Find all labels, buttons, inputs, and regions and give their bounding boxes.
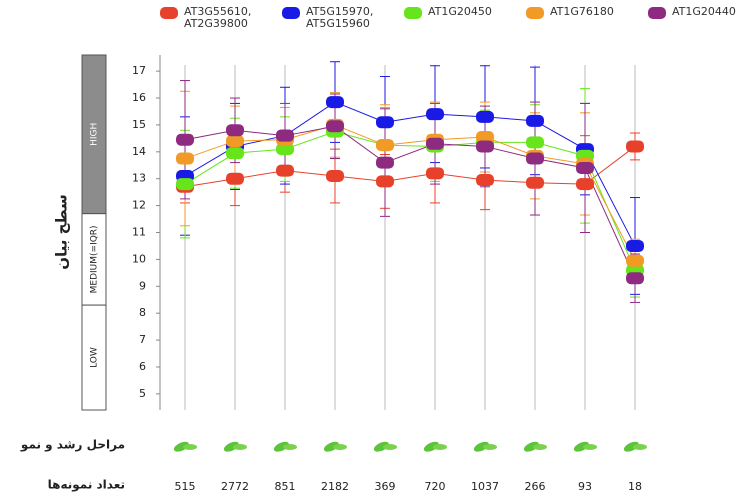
y-tick-label: 15 [132, 118, 146, 131]
point [476, 140, 494, 152]
legend-label: AT1G20440 [672, 6, 741, 18]
point [376, 139, 394, 151]
point [276, 130, 294, 142]
point [526, 153, 544, 165]
point [226, 124, 244, 136]
legend-item: AT1G20450 [404, 6, 518, 18]
point [276, 165, 294, 177]
point [626, 140, 644, 152]
y-tick-label: 10 [132, 252, 146, 265]
stage-icon [483, 444, 497, 450]
y-tick-label: 7 [139, 333, 146, 346]
y-tick-label: 8 [139, 306, 146, 319]
sample-count: 369 [375, 480, 396, 493]
series-line [185, 102, 635, 246]
point [426, 108, 444, 120]
point [226, 147, 244, 159]
stage-icon [633, 444, 647, 450]
stage-icon [433, 444, 447, 450]
y-tick-label: 11 [132, 226, 146, 239]
sample-count: 93 [578, 480, 592, 493]
y-tick-label: 17 [132, 64, 146, 77]
point [176, 178, 194, 190]
series-line [185, 146, 635, 186]
point [376, 175, 394, 187]
point [376, 157, 394, 169]
point [476, 174, 494, 186]
point [376, 116, 394, 128]
legend-swatch [526, 7, 544, 19]
point [576, 162, 594, 174]
point [226, 173, 244, 185]
stage-icon [183, 444, 197, 450]
sample-count: 266 [525, 480, 546, 493]
point [426, 167, 444, 179]
y-tick-label: 12 [132, 199, 146, 212]
point [176, 153, 194, 165]
legend-item: AT5G15970, AT5G15960 [282, 6, 396, 30]
sample-count: 1037 [471, 480, 499, 493]
band-label: HIGH [90, 123, 100, 146]
point [626, 240, 644, 252]
sample-count: 515 [175, 480, 196, 493]
sample-count: 720 [425, 480, 446, 493]
stage-icon [533, 444, 547, 450]
y-tick-label: 14 [132, 145, 146, 158]
point [176, 134, 194, 146]
point [526, 136, 544, 148]
point [576, 178, 594, 190]
legend-label: AT5G15970, AT5G15960 [306, 6, 396, 30]
point [226, 135, 244, 147]
band-label: MEDIUM(=IQR) [90, 225, 100, 293]
series-line [185, 126, 635, 278]
y-tick-label: 6 [139, 360, 146, 373]
stage-icon [233, 444, 247, 450]
sample-count: 2182 [321, 480, 349, 493]
point [626, 272, 644, 284]
legend-swatch [282, 7, 300, 19]
page: سطح بیان مراحل رشد و نمو تعداد نمونه‌ها … [0, 0, 741, 493]
legend-item: AT1G76180 [526, 6, 640, 18]
sample-count: 18 [628, 480, 642, 493]
point [326, 170, 344, 182]
row-label: تعداد نمونه‌ها [48, 478, 125, 493]
legend-swatch [648, 7, 666, 19]
point [526, 177, 544, 189]
legend-swatch [404, 7, 422, 19]
sample-count: 851 [275, 480, 296, 493]
y-tick-label: 13 [132, 172, 146, 185]
stage-icon [333, 444, 347, 450]
y-tick-label: 9 [139, 279, 146, 292]
stage-icon [583, 444, 597, 450]
series-line [185, 132, 635, 271]
stage-icon [383, 444, 397, 450]
point [626, 255, 644, 267]
legend-item: AT3G55610, AT2G39800 [160, 6, 274, 30]
chart: سطح بیان مراحل رشد و نمو تعداد نمونه‌ها … [0, 0, 741, 493]
legend-swatch [160, 7, 178, 19]
y-axis-label: سطح بیان [53, 194, 71, 270]
legend-item: AT1G20440 [648, 6, 741, 18]
sample-count: 2772 [221, 480, 249, 493]
legend-label: AT3G55610, AT2G39800 [184, 6, 274, 30]
point [526, 115, 544, 127]
point [426, 138, 444, 150]
y-tick-label: 5 [139, 387, 146, 400]
point [326, 120, 344, 132]
legend-label: AT1G20450 [428, 6, 518, 18]
point [476, 111, 494, 123]
stage-icon [283, 444, 297, 450]
point [326, 96, 344, 108]
row-label: مراحل رشد و نمو [20, 438, 125, 453]
y-tick-label: 16 [132, 91, 146, 104]
legend-label: AT1G76180 [550, 6, 640, 18]
band-label: LOW [90, 347, 100, 368]
